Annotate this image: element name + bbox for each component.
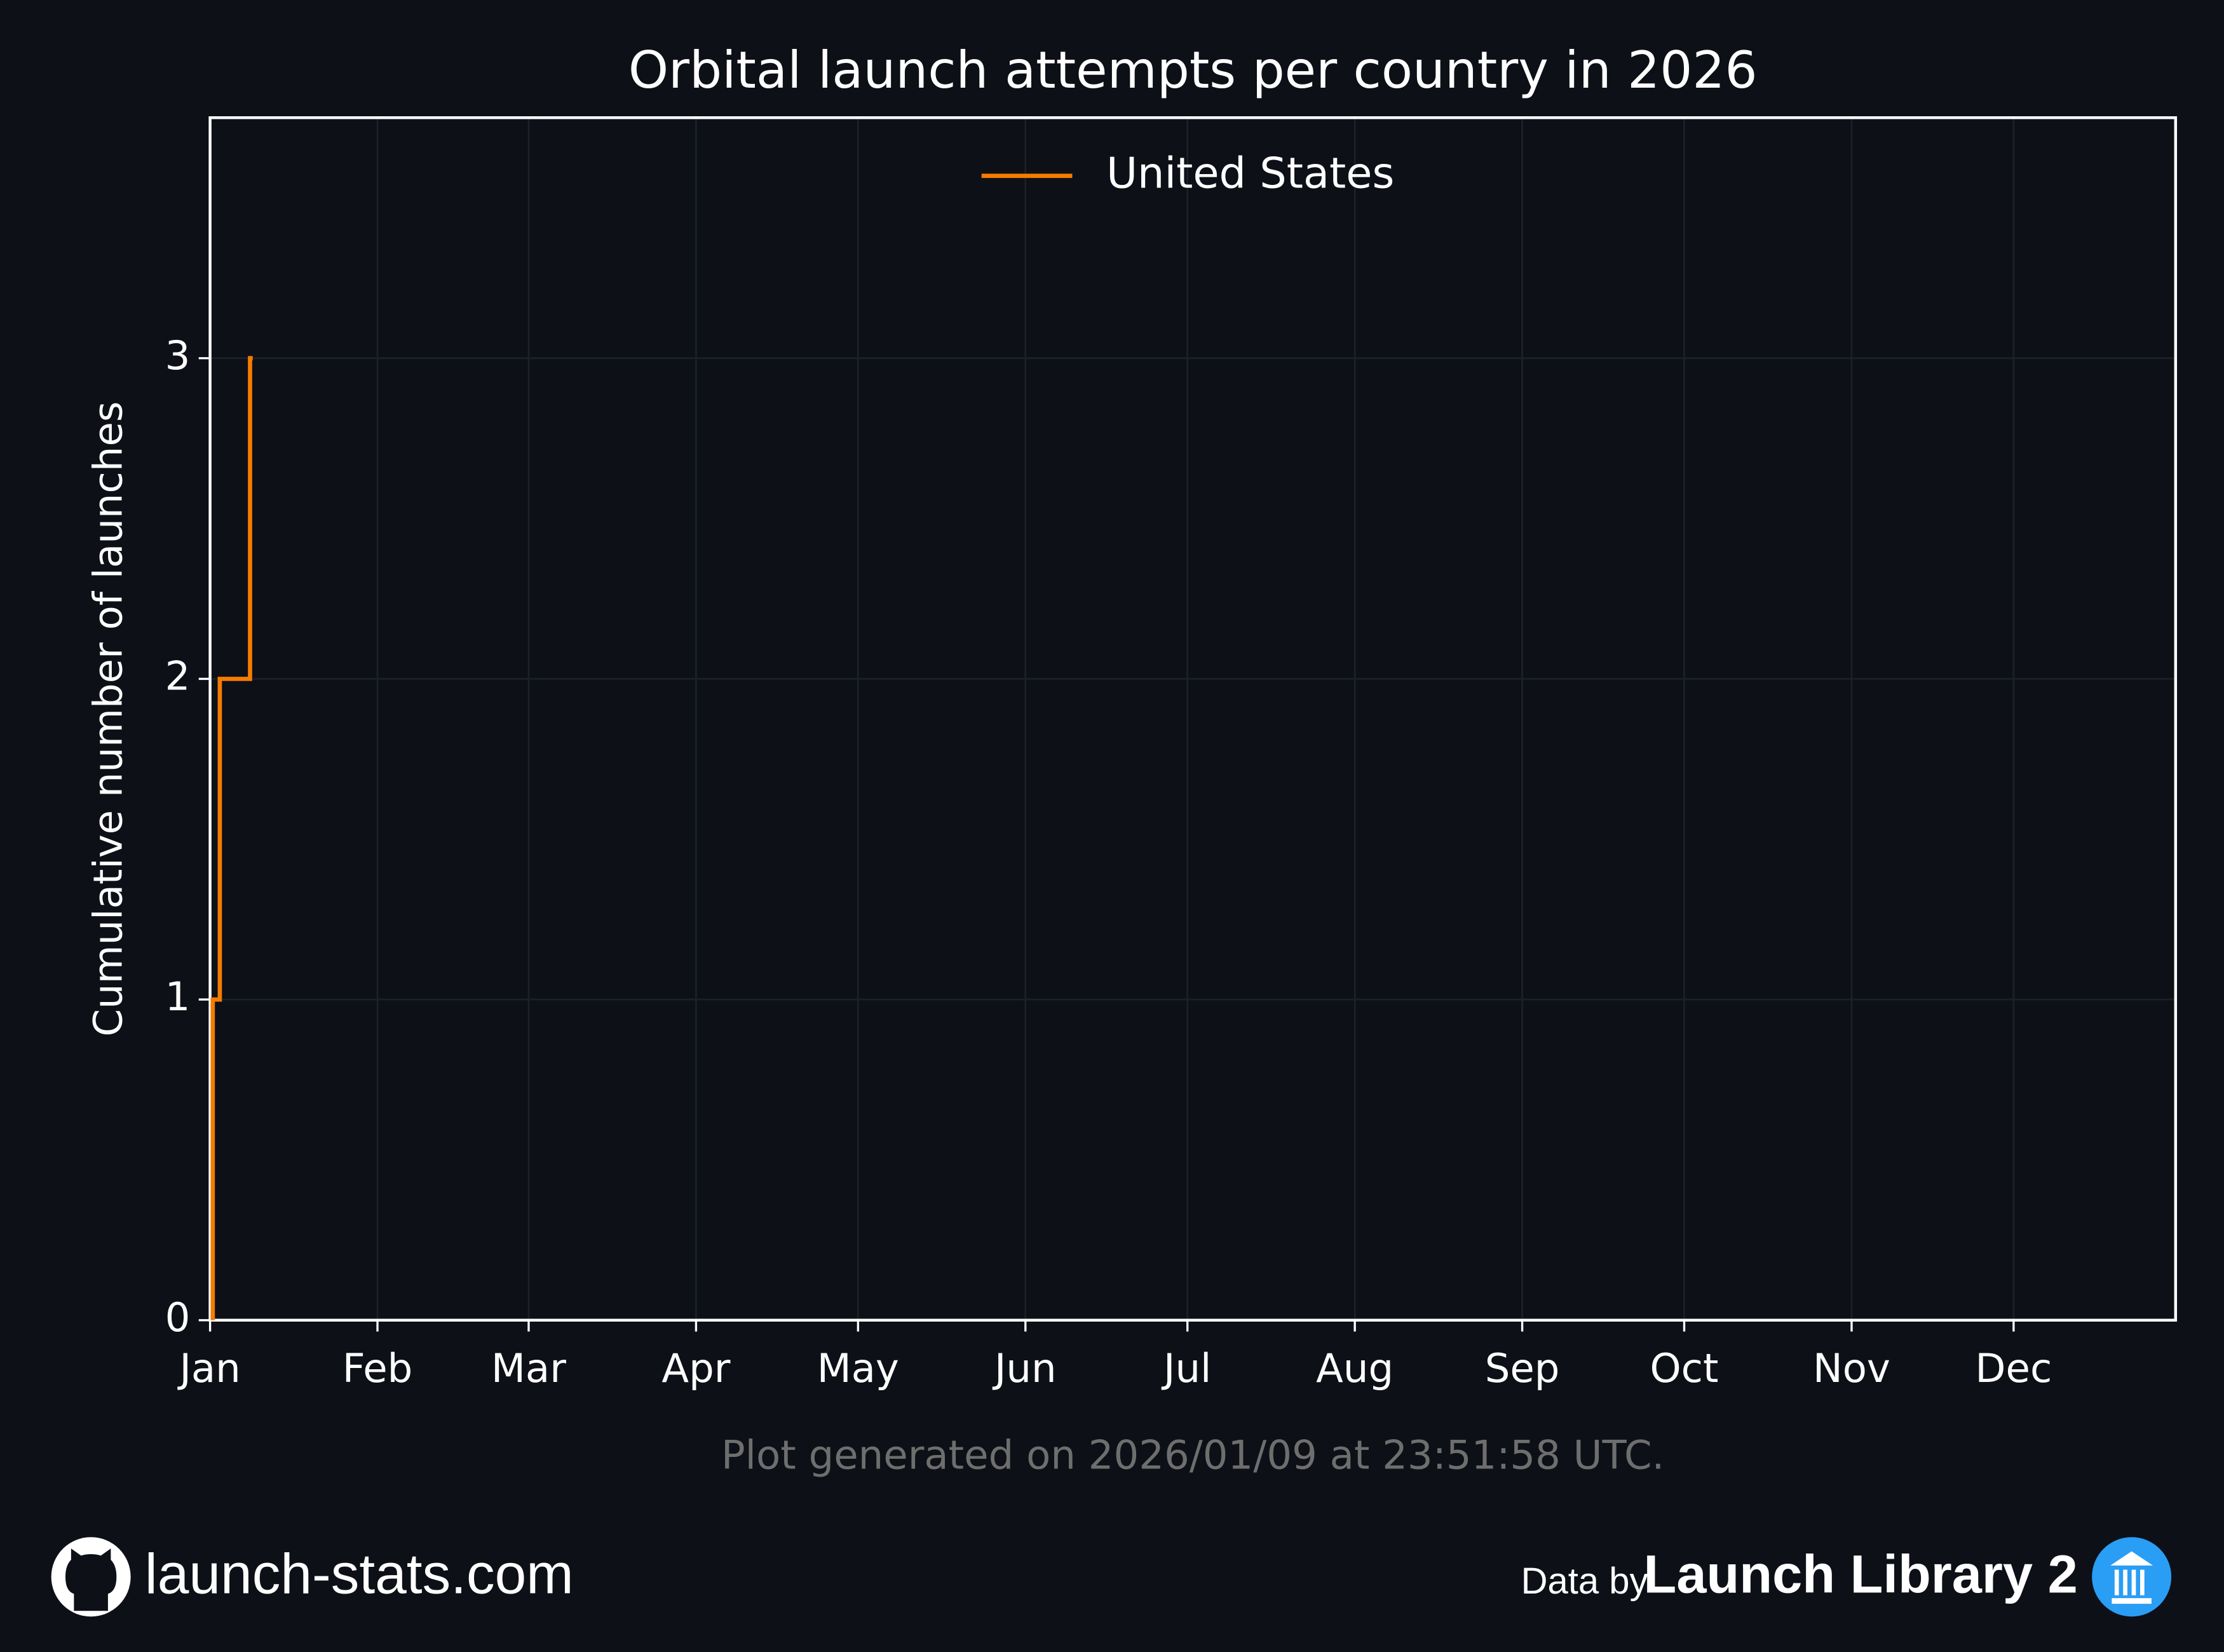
x-tick-label: Mar [491,1345,566,1391]
plot-frame [208,116,2178,1322]
x-tick-label: Oct [1650,1345,1719,1391]
x-tick-label: Jun [992,1345,1057,1391]
x-tick-label: Jan [177,1345,240,1391]
x-tick-label: Sep [1485,1345,1560,1391]
x-tick-label: May [817,1345,899,1391]
x-tick-label: Dec [1975,1345,2052,1391]
x-tick-label: Jul [1161,1345,1211,1391]
y-tick-label: 3 [165,332,191,379]
x-tick-label: Nov [1813,1345,1890,1391]
legend-label: United States [1106,148,1394,198]
github-icon [51,1537,131,1617]
credit-prefix: Data by [1521,1561,1648,1602]
y-axis-label: Cumulative number of launches [85,402,131,1037]
library-icon [2092,1537,2172,1617]
x-tick-label: Apr [661,1345,730,1391]
y-tick-label: 2 [165,653,191,699]
chart-title: Orbital launch attempts per country in 2… [628,40,1758,100]
line-series [210,356,253,1320]
x-tick-label: Feb [342,1345,413,1391]
y-tick-label: 1 [165,973,191,1020]
y-tick-label: 0 [165,1294,191,1341]
site-name: launch-stats.com [145,1542,574,1606]
credit: Launch Library 2 [1644,1543,2078,1604]
x-tick-label: Aug [1316,1345,1393,1391]
note: Plot generated on 2026/01/09 at 23:51:58… [721,1432,1664,1478]
